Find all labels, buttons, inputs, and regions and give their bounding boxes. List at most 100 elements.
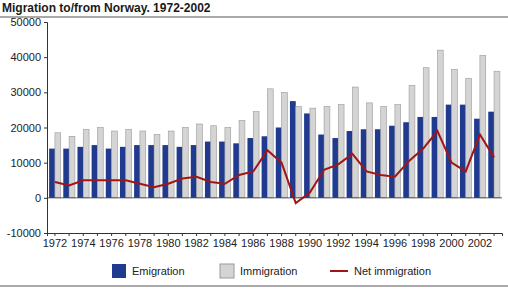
tick: 1982 [184, 233, 208, 249]
bar [55, 133, 61, 198]
tick: 1978 [128, 233, 152, 249]
bar [432, 117, 438, 198]
tick-mark [44, 233, 47, 234]
tick [267, 233, 268, 236]
tick [239, 233, 240, 236]
tick-label: 1982 [184, 237, 208, 249]
tick-mark [83, 233, 84, 236]
chart: Migration to/from Norway. 1972-2002 -1000… [0, 0, 508, 289]
tick-mark [253, 233, 254, 236]
bar [494, 71, 500, 198]
plot-area [49, 50, 500, 203]
bar [352, 87, 358, 198]
bar [403, 122, 409, 198]
bar [332, 138, 338, 198]
tick [352, 233, 353, 236]
tick-label: 2000 [439, 237, 463, 249]
bar [92, 145, 98, 198]
tick [295, 233, 296, 236]
tick: 40000 [10, 51, 47, 63]
tick-label: 40000 [10, 51, 41, 63]
bar [318, 135, 324, 198]
tick: 1986 [241, 233, 265, 249]
tick-mark [44, 22, 47, 23]
bar [197, 124, 203, 198]
bar [452, 69, 458, 197]
tick [69, 233, 70, 236]
tick: 1980 [156, 233, 180, 249]
tick [380, 233, 381, 236]
tick: 1988 [269, 233, 293, 249]
tick-label: 50000 [10, 16, 41, 28]
bar [460, 105, 466, 198]
legend-item: Net immigration [330, 265, 431, 277]
bottom-rule [0, 286, 508, 287]
tick-mark [111, 233, 112, 236]
bar [290, 101, 296, 198]
tick-mark [394, 233, 395, 236]
tick-label: 20000 [10, 122, 41, 134]
tick: 30000 [10, 86, 47, 98]
tick-mark [479, 233, 480, 236]
tick-mark [97, 233, 98, 236]
bar [168, 131, 174, 198]
axis-line [48, 234, 503, 237]
tick [324, 233, 325, 236]
legend: Emigration Immigration Net immigration [112, 264, 431, 278]
legend-label: Emigration [132, 265, 185, 277]
tick-mark [54, 233, 55, 236]
bar [423, 68, 429, 198]
tick-mark [239, 233, 240, 236]
bar [389, 126, 395, 198]
bar [63, 149, 69, 198]
tick-label: 1986 [241, 237, 265, 249]
tick [409, 233, 410, 236]
tick: 1972 [43, 233, 67, 249]
tick [182, 233, 183, 236]
tick: 1990 [298, 233, 322, 249]
tick-mark [437, 233, 438, 236]
tick: 1996 [383, 233, 407, 249]
tick [97, 233, 98, 236]
title: Migration to/from Norway. 1972-2002 [2, 1, 211, 15]
bar [69, 136, 75, 198]
bar [211, 126, 217, 198]
tick-label: 10000 [10, 157, 41, 169]
tick-label: 1990 [298, 237, 322, 249]
zero-line [47, 197, 502, 198]
legend-swatch [220, 264, 234, 278]
bar [367, 103, 373, 198]
bar [267, 89, 273, 198]
legend-item: Immigration [220, 264, 297, 278]
bar-series [55, 50, 500, 198]
bar [324, 106, 330, 197]
tick: 1976 [99, 233, 123, 249]
tick-mark [154, 233, 155, 236]
tick: -10000 [7, 227, 47, 239]
legend-item: Emigration [112, 264, 185, 278]
bar [253, 112, 259, 198]
bar [219, 142, 225, 198]
tick: 1998 [411, 233, 435, 249]
tick-mark [409, 233, 410, 236]
tick-label: 1984 [213, 237, 237, 249]
tick [465, 233, 466, 236]
bar [148, 145, 154, 198]
tick-label: 1978 [128, 237, 152, 249]
legend-label: Net immigration [354, 265, 431, 277]
tick-mark [423, 233, 424, 236]
bar [247, 138, 253, 198]
bar [83, 129, 89, 198]
bar [262, 136, 268, 198]
tick-mark [224, 233, 225, 236]
bar [162, 145, 168, 198]
bar [347, 131, 353, 198]
tick-label: 1996 [383, 237, 407, 249]
tick-mark [309, 233, 310, 236]
tick-mark [465, 233, 466, 236]
tick: 2000 [439, 233, 463, 249]
tick: 1992 [326, 233, 350, 249]
tick [125, 233, 126, 236]
bar [120, 147, 126, 198]
tick [437, 233, 438, 236]
